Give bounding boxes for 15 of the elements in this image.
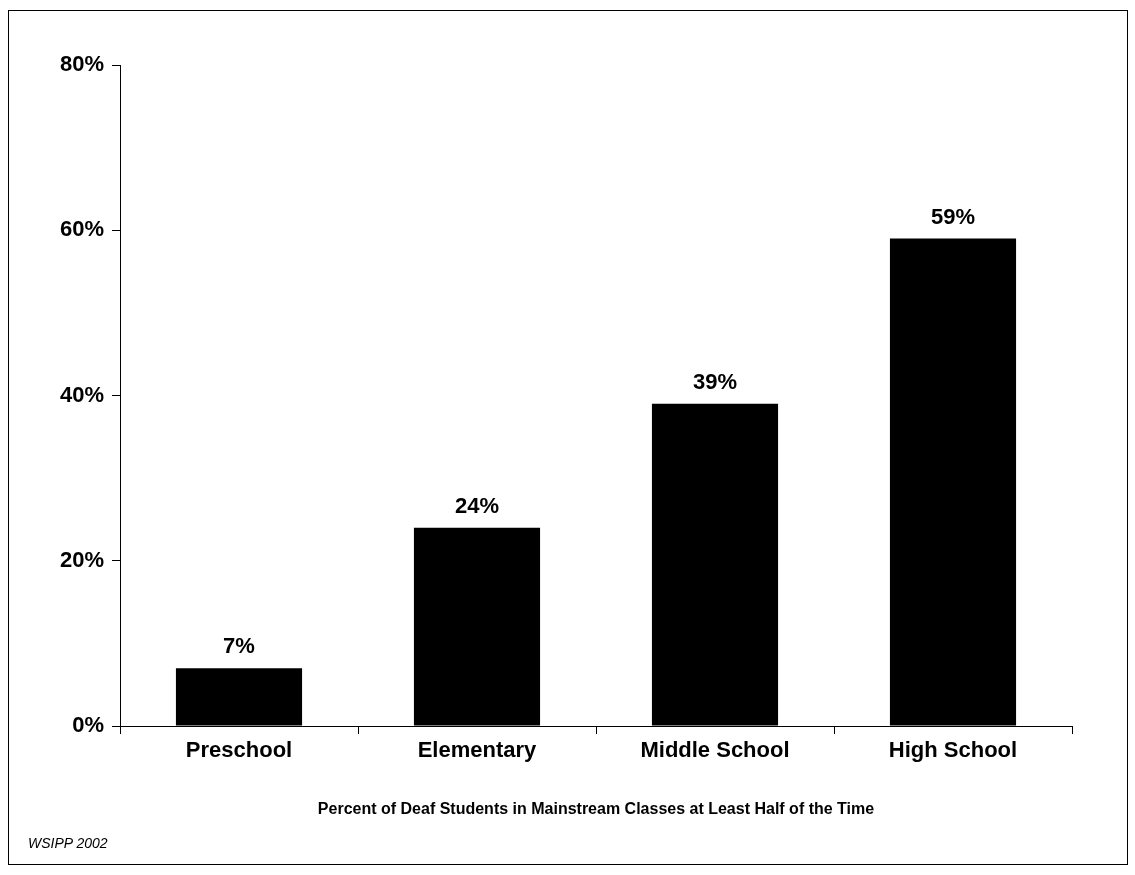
text: WSIPP 2002 xyxy=(28,835,108,851)
x-axis-title: Percent of Deaf Students in Mainstream Classes at Least Half of the Time xyxy=(317,799,875,817)
data-label: 59% xyxy=(930,203,976,229)
data-label: 7% xyxy=(223,633,255,659)
x-tick-label: Middle School xyxy=(640,737,790,763)
y-tick-label: 40% xyxy=(59,381,104,407)
y-tick-label: 20% xyxy=(59,546,104,572)
data-label: 24% xyxy=(454,492,500,518)
data-label: 39% xyxy=(692,368,738,394)
y-tick-label: 0% xyxy=(72,712,104,738)
x-tick-label: High School xyxy=(888,737,1018,763)
y-tick-label: 60% xyxy=(59,216,104,242)
y-tick-label: 80% xyxy=(59,51,104,77)
x-tick-label: Elementary xyxy=(417,737,538,763)
x-tick-label: Preschool xyxy=(185,737,293,763)
